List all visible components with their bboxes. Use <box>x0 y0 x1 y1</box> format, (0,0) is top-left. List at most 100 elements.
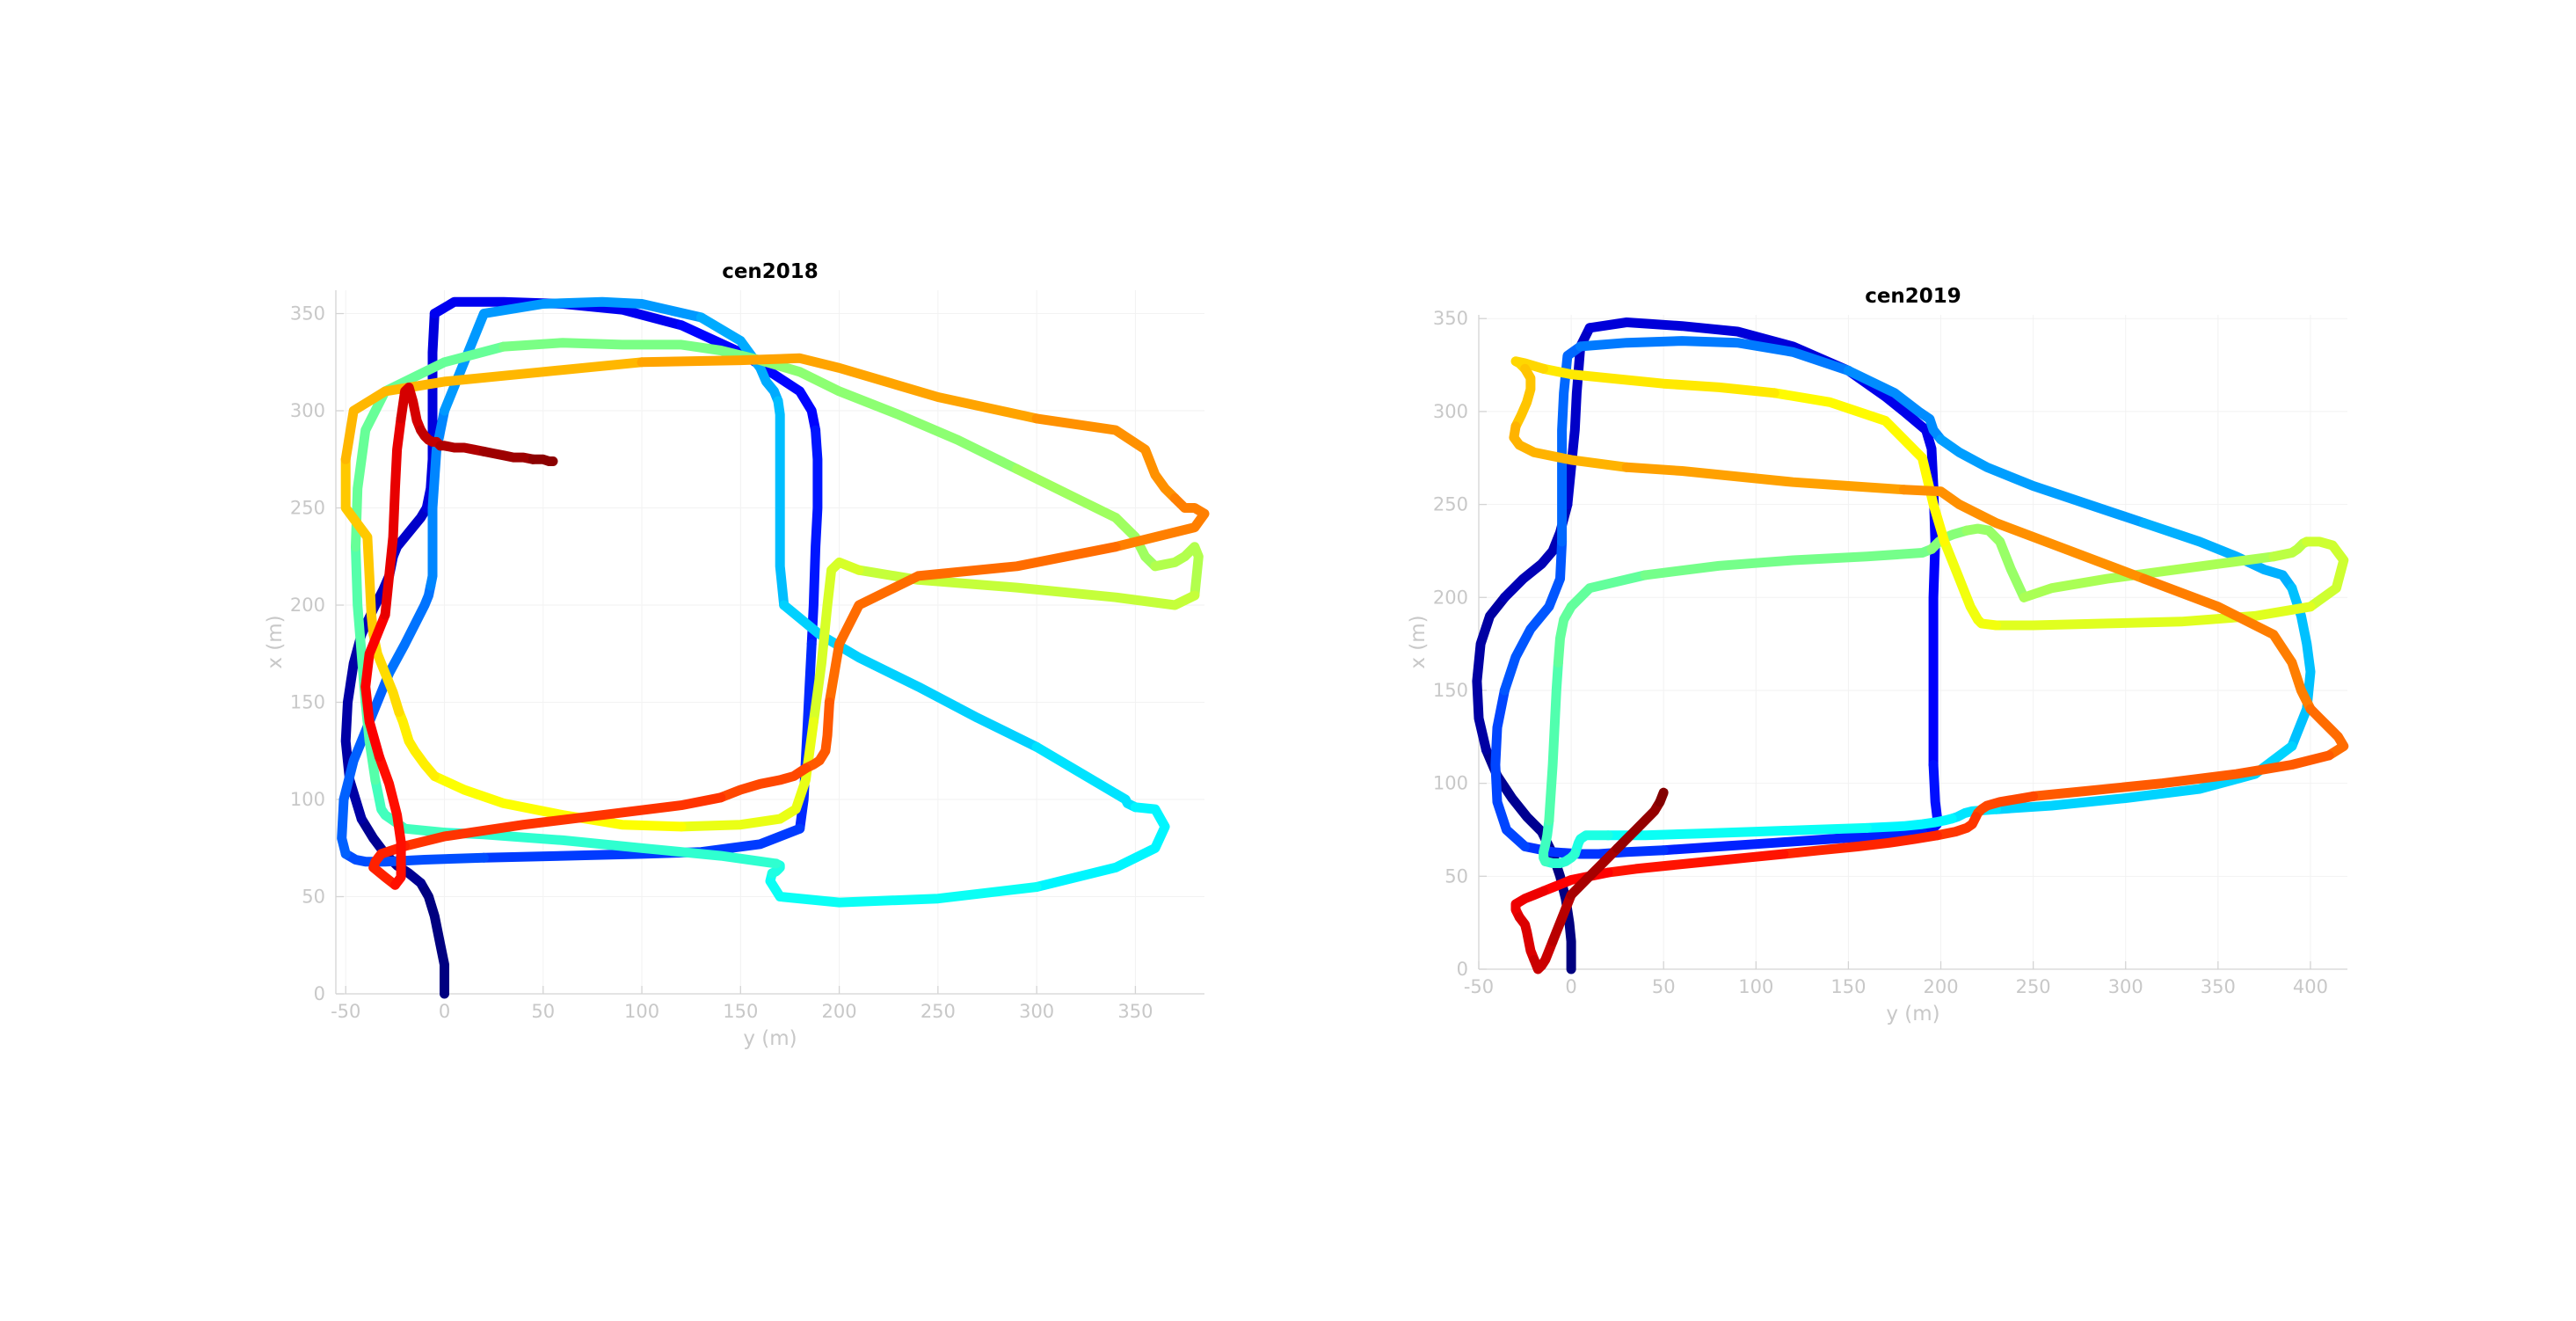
trajectory-segment-28-cen2019 <box>1640 544 1937 580</box>
trajectory-segment-41-cen2018 <box>1110 493 1210 552</box>
trajectory-segment-7-cen2019 <box>1928 481 1940 770</box>
trajectory-segment-11-cen2018 <box>340 849 489 867</box>
trajectory-segment-38-cen2019 <box>1510 356 1549 374</box>
trajectory-segment-32-cen2019 <box>2268 536 2312 562</box>
trajectory-segment-14-cen2019 <box>1575 336 1853 376</box>
trajectory-segment-50-cen2018 <box>396 383 426 435</box>
trajectory-segment-43-cen2018 <box>800 697 834 774</box>
y-tick-label-2-cen2018: 100 <box>290 789 325 810</box>
x-tick-label-5-cen2018: 200 <box>822 1001 857 1022</box>
y-tick-label-4-cen2018: 200 <box>290 595 325 616</box>
trajectory-segment-22-cen2019 <box>1603 822 1872 841</box>
trajectory-segment-11-cen2019 <box>1490 685 1531 851</box>
trajectory-segment-26-cen2018 <box>351 341 509 552</box>
x-tick-label-0-cen2018: -50 <box>331 1001 360 1022</box>
x-tick-label-6-cen2018: 250 <box>921 1001 956 1022</box>
x-tick-label-8-cen2018: 350 <box>1117 1001 1153 1022</box>
trajectory-segment-54-cen2018 <box>528 454 558 466</box>
trajectory-segment-35-cen2018 <box>394 707 440 781</box>
trajectory-segment-15-cen2019 <box>1843 365 1946 445</box>
plot-cen2019: -50 0 50 100 150 200 250 300 350 4000501001502002… <box>1407 285 2349 1025</box>
trajectory-segment-52-cen2019 <box>1514 912 1539 965</box>
trajectory-segment-33-cen2019 <box>2302 536 2349 612</box>
y-tick-label-7-cen2018: 350 <box>290 303 325 325</box>
y-tick-label-6-cen2019: 300 <box>1433 401 1468 422</box>
x-tick-label-8-cen2019: 350 <box>2201 976 2236 997</box>
trajectory-segment-27-cen2018 <box>498 338 766 366</box>
trajectory-segment-48-cen2018 <box>360 609 390 762</box>
x-tick-label-0-cen2019: -50 <box>1464 976 1494 997</box>
trajectory-segment-54-cen2019 <box>1547 890 1576 946</box>
trajectory-segment-44-cen2018 <box>716 763 811 803</box>
x-axis-label-cen2018: y (m) <box>743 1027 797 1050</box>
trajectory-segment-40-cen2018 <box>1031 413 1180 503</box>
y-tick-label-4-cen2019: 200 <box>1433 587 1468 608</box>
x-tick-label-4-cen2019: 150 <box>1830 976 1866 997</box>
trajectory-segment-56-cen2019 <box>1612 797 1665 854</box>
trajectory-segment-25-cen2019 <box>1539 815 1554 866</box>
y-tick-label-2-cen2019: 100 <box>1433 773 1468 794</box>
y-axis-label-cen2018: x (m) <box>264 615 287 668</box>
trajectory-segment-21-cen2018 <box>765 868 1042 908</box>
trajectory-segment-15-cen2018 <box>440 296 706 416</box>
x-tick-label-7-cen2019: 300 <box>2108 976 2143 997</box>
trajectory-segment-40-cen2019 <box>1509 421 1632 472</box>
y-tick-label-0-cen2018: 0 <box>314 983 325 1004</box>
x-tick-label-2-cen2019: 50 <box>1652 976 1676 997</box>
x-tick-label-2-cen2018: 50 <box>531 1001 555 1022</box>
trajectory-segment-29-cen2018 <box>1012 463 1161 572</box>
trajectory-segment-13-cen2018 <box>384 580 436 678</box>
x-tick-label-6-cen2019: 250 <box>2016 976 2051 997</box>
plot-cen2018: -50 0 50 100 150 200 250 300 350 0 50 100 150 200 250 3… <box>264 260 1210 1050</box>
trajectory-segment-2-cen2019 <box>1472 592 1510 755</box>
trajectory-segment-24-cen2018 <box>370 775 449 838</box>
x-tick-label-4-cen2018: 150 <box>723 1001 758 1022</box>
trajectory-segment-39-cen2019 <box>1510 363 1536 432</box>
trajectory-segment-21-cen2019 <box>1861 814 1957 833</box>
x-tick-label-7-cen2018: 300 <box>1019 1001 1054 1022</box>
trajectory-segment-24-cen2019 <box>1540 849 1580 868</box>
trajectory-segment-48-cen2019 <box>1779 830 1942 859</box>
y-tick-label-5-cen2019: 250 <box>1433 494 1468 515</box>
trajectory-segment-46-cen2018 <box>368 841 411 890</box>
trajectory-segment-17-cen2018 <box>773 396 790 610</box>
trajectory-cen2018 <box>337 296 1210 999</box>
trajectory-cen2019 <box>1472 317 2349 974</box>
trajectory-segment-53-cen2018 <box>478 446 538 464</box>
y-tick-label-1-cen2018: 50 <box>302 887 325 908</box>
trajectory-segment-36-cen2018 <box>368 629 404 718</box>
trajectory-segment-34-cen2018 <box>429 771 687 832</box>
trajectory-segment-30-cen2018 <box>1150 542 1204 601</box>
trajectory-segment-20-cen2018 <box>1031 802 1170 892</box>
trajectory-segment-43-cen2019 <box>2139 573 2316 714</box>
x-tick-label-5-cen2019: 200 <box>1923 976 1958 997</box>
plot-title-cen2018: cen2018 <box>722 260 819 283</box>
y-tick-label-3-cen2019: 150 <box>1433 680 1468 701</box>
trajectory-segment-49-cen2019 <box>1603 849 1789 878</box>
trajectory-segment-12-cen2019 <box>1499 536 1568 696</box>
trajectory-segment-52-cen2018 <box>435 441 489 456</box>
trajectory-segment-38-cen2018 <box>340 357 647 464</box>
trajectory-segment-45-cen2018 <box>400 792 726 851</box>
y-tick-label-3-cen2018: 150 <box>290 692 325 713</box>
trajectory-segment-7-cen2018 <box>676 320 821 435</box>
trajectory-segment-8-cen2018 <box>806 425 823 649</box>
trajectory-segment-39-cen2018 <box>637 353 1042 424</box>
trajectory-segment-37-cen2018 <box>340 454 379 639</box>
trajectory-segment-9-cen2019 <box>1658 827 1927 856</box>
y-tick-label-0-cen2019: 0 <box>1457 959 1468 980</box>
axes-cen2018: -50 0 50 100 150 200 250 300 350 0 50 100 150 200 250 3… <box>290 290 1204 1022</box>
trajectory-segment-34-cen2019 <box>1991 602 2316 631</box>
x-tick-label-9-cen2019: 400 <box>2293 976 2328 997</box>
trajectory-segment-36-cen2019 <box>1769 388 1950 547</box>
x-axis-label-cen2019: y (m) <box>1886 1003 1939 1025</box>
trajectory-segment-26-cen2019 <box>1544 657 1563 826</box>
trajectory-segment-47-cen2018 <box>374 751 406 890</box>
trajectory-segment-44-cen2019 <box>2305 704 2349 761</box>
trajectory-segment-35-cen2019 <box>1939 536 2002 631</box>
trajectory-segment-45-cen2019 <box>2028 750 2334 801</box>
y-tick-label-6-cen2018: 300 <box>290 400 325 421</box>
trajectory-segment-32-cen2018 <box>808 557 864 727</box>
x-tick-label-3-cen2018: 100 <box>624 1001 659 1022</box>
